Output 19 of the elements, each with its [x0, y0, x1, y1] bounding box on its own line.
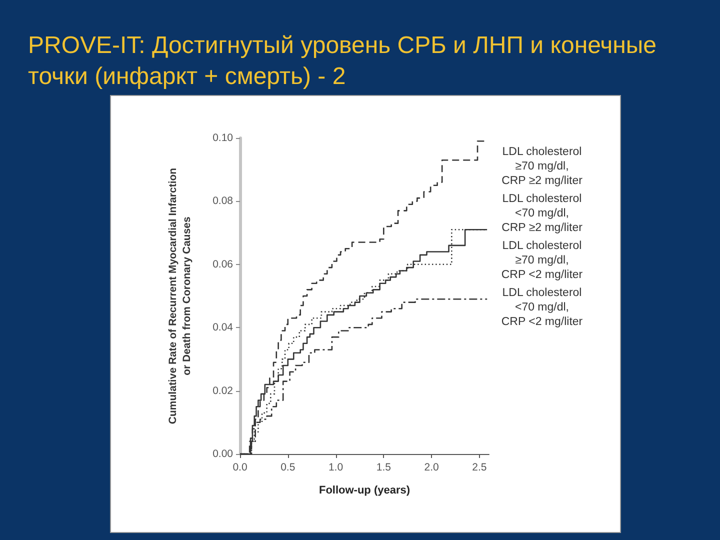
chart-title: PROVE-IT: Достигнутый уровень СРБ и ЛНП и конечные точки (инфаркт + смерть) - 2: [28, 31, 658, 92]
series-label: LDL cholesterol <70 mg/dl, CRP ≥2 mg/liter: [502, 193, 583, 234]
series-label: LDL cholesterol <70 mg/dl, CRP <2 mg/liter: [501, 287, 583, 328]
y-tick-label: 0.10: [212, 132, 234, 144]
series-label: LDL cholesterol ≥70 mg/dl, CRP <2 mg/liter: [501, 240, 583, 281]
y-tick-label: 0.00: [212, 448, 234, 460]
x-tick-label: 2.0: [424, 462, 439, 474]
x-tick-label: 0.5: [280, 462, 296, 474]
y-axis-title: Cumulative Rate of Recurrent Myocardial Infarction or Death from Coronary Causes: [167, 168, 193, 424]
series-label: LDL cholesterol ≥70 mg/dl, CRP ≥2 mg/liter: [502, 146, 583, 187]
x-tick-label: 0.0: [232, 462, 248, 474]
y-tick-label: 0.08: [212, 195, 234, 208]
x-tick-label: 1.0: [328, 462, 344, 474]
y-tick-label: 0.04: [212, 322, 234, 334]
x-axis-title: Follow-up (years): [318, 484, 410, 496]
x-tick-label: 1.5: [376, 462, 392, 474]
x-tick-label: 2.5: [472, 462, 487, 474]
y-tick-label: 0.06: [212, 258, 234, 270]
y-tick-label: 0.02: [212, 384, 234, 397]
